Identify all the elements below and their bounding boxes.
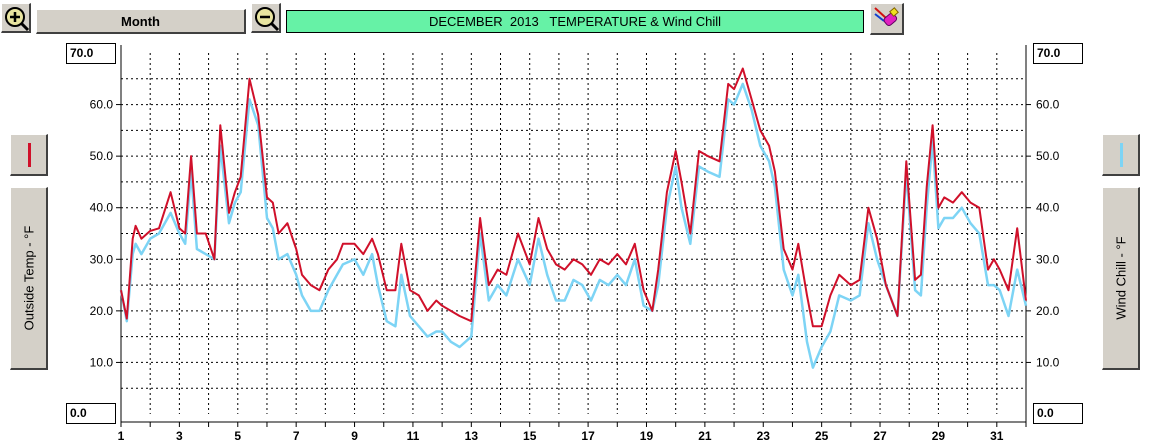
- color-picker-button[interactable]: [870, 3, 904, 35]
- y-tick-label-right: 50.0: [1036, 149, 1060, 163]
- x-tick-label: 1: [118, 429, 125, 443]
- y-tick-label-right: 30.0: [1036, 252, 1060, 266]
- wind-chill-axis-button[interactable]: Wind Chill - °F: [1102, 187, 1140, 370]
- y-tick-label-left: 40.0: [90, 201, 114, 215]
- y-tick-label-right: 10.0: [1036, 355, 1060, 369]
- chart-title: DECEMBER 2013 TEMPERATURE & Wind Chill: [286, 10, 864, 33]
- x-tick-label: 25: [815, 429, 829, 443]
- y-tick-label-left: 50.0: [90, 149, 114, 163]
- right-max-box[interactable]: 70.0: [1033, 43, 1083, 64]
- y-tick-label-right: 20.0: [1036, 304, 1060, 318]
- x-tick-label: 23: [757, 429, 771, 443]
- zoom-in-button[interactable]: [1, 3, 31, 33]
- right-min-box[interactable]: 0.0: [1033, 403, 1083, 424]
- x-tick-label: 21: [698, 429, 712, 443]
- wind-chill-swatch-line: [1120, 143, 1123, 167]
- x-tick-label: 11: [407, 429, 420, 443]
- pen-color-icon: [874, 7, 899, 26]
- series-line-wind-chill: [119, 82, 1028, 369]
- x-tick-label: 3: [176, 429, 183, 443]
- outside-temp-swatch-line: [28, 143, 31, 167]
- zoom-out-icon: [255, 7, 280, 32]
- y-tick-label-right: 60.0: [1036, 98, 1060, 112]
- period-month-button[interactable]: Month: [36, 9, 246, 34]
- wind-chill-axis-label: Wind Chill - °F: [1113, 236, 1128, 320]
- y-tick-label-left: 60.0: [90, 98, 114, 112]
- x-tick-label: 13: [465, 429, 479, 443]
- y-tick-label-left: 30.0: [90, 252, 114, 266]
- outside-temp-axis-label: Outside Temp - °F: [21, 225, 36, 331]
- zoom-out-button[interactable]: [251, 3, 281, 33]
- outside-temp-axis-button[interactable]: Outside Temp - °F: [10, 187, 48, 370]
- series-line-outside-temp: [120, 67, 1027, 328]
- wind-chill-color-swatch[interactable]: [1102, 134, 1140, 176]
- x-tick-label: 9: [351, 429, 358, 443]
- x-tick-label: 19: [640, 429, 654, 443]
- y-tick-label-left: 10.0: [90, 355, 114, 369]
- x-tick-label: 27: [873, 429, 887, 443]
- x-tick-label: 29: [932, 429, 946, 443]
- y-tick-label-right: 40.0: [1036, 201, 1060, 215]
- outside-temp-color-swatch[interactable]: [10, 134, 48, 176]
- left-max-box[interactable]: 70.0: [66, 43, 116, 64]
- x-tick-label: 5: [234, 429, 241, 443]
- left-min-box[interactable]: 0.0: [66, 403, 116, 424]
- x-tick-label: 15: [523, 429, 537, 443]
- x-tick-label: 31: [990, 429, 1004, 443]
- zoom-in-icon: [5, 7, 30, 32]
- x-tick-label: 17: [581, 429, 595, 443]
- x-tick-label: 7: [293, 429, 300, 443]
- y-tick-label-left: 20.0: [90, 304, 114, 318]
